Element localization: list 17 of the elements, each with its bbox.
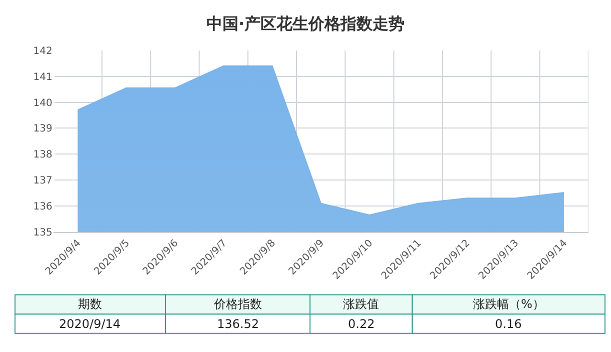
y-tick-label: 142 (33, 46, 52, 57)
y-tick-label: 136 (33, 202, 52, 213)
text: 2020/9/14 (59, 317, 121, 331)
text: 0.16 (495, 317, 522, 331)
y-tick-label: 139 (33, 124, 52, 135)
text: 0.22 (348, 317, 375, 331)
text: 涨跌幅（%） (473, 297, 544, 311)
y-tick-label: 140 (33, 98, 52, 109)
text: 价格指数 (213, 297, 262, 311)
text: 期数 (78, 297, 102, 311)
text: 136.52 (217, 317, 259, 331)
chart-title: 中国·产区花生价格指数走势 (206, 14, 405, 33)
y-tick-label: 137 (33, 176, 52, 187)
y-tick-label: 138 (33, 150, 52, 161)
y-tick-label: 135 (33, 227, 52, 238)
y-tick-label: 141 (33, 72, 52, 83)
text: 涨跌值 (343, 297, 379, 311)
